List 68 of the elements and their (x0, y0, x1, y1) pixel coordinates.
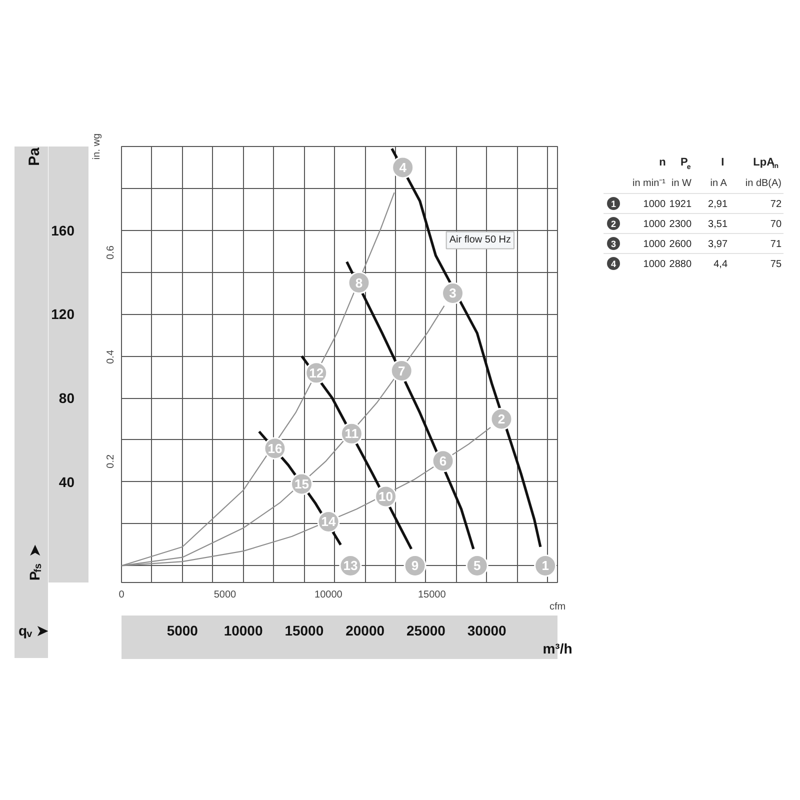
annotation: 5 (474, 558, 481, 574)
line-series (346, 260, 475, 550)
annotation: 9 (411, 558, 419, 574)
y2-tick-label: 0.6 (106, 245, 116, 260)
annotation: 15 (294, 476, 309, 492)
x-tick-label: 25000 (406, 622, 446, 638)
text: 1000 (643, 239, 666, 250)
x-tick-label: 30000 (467, 622, 507, 638)
text: 1000 (643, 199, 666, 210)
annotation: 16 (268, 440, 282, 456)
y-tick-label: 1 (610, 199, 616, 209)
text: 2880 (669, 259, 692, 270)
text: 72 (770, 199, 782, 210)
text: 4,4 (714, 259, 728, 270)
text: 71 (770, 239, 782, 250)
y-tick-label: 80 (58, 390, 75, 406)
text: 3,97 (708, 239, 728, 250)
x-tick-label: 15000 (284, 622, 324, 638)
y-tick-label: 40 (58, 474, 75, 490)
x-tick-label: I (721, 156, 724, 168)
x-tick-label: 10000 (224, 622, 263, 638)
text: 2,91 (708, 199, 728, 210)
annotation: 13 (343, 558, 358, 574)
text: in W (672, 178, 692, 189)
text: 2600 (669, 239, 692, 250)
text: in dB(A) (745, 178, 782, 189)
text: 1921 (669, 199, 692, 210)
y-tick-label: 2 (610, 219, 616, 229)
y2-tick-label: 0.2 (106, 454, 116, 468)
y-tick-label: 120 (51, 306, 75, 322)
line-series (258, 430, 342, 546)
text: 2300 (669, 219, 692, 230)
annotation: 14 (321, 514, 337, 530)
annotation: 4 (399, 160, 408, 175)
annotation: 10 (378, 489, 394, 504)
x2-tick-label: 5000 (214, 590, 237, 600)
annotation: 7 (398, 363, 406, 378)
text: in min⁻¹ (632, 178, 666, 189)
y2-tick-label: 0.4 (106, 350, 116, 364)
x-tick-label: 20000 (346, 622, 385, 638)
y-tick-label: 3 (610, 239, 616, 249)
y2-axis-title: in. wg (92, 133, 102, 160)
annotation: 1 (542, 558, 549, 574)
y-tick-label: 4 (610, 259, 616, 269)
annotation: 8 (355, 275, 363, 290)
x-axis-title: m³/h (542, 640, 572, 656)
text: 1000 (643, 259, 666, 270)
x2-tick-label: 15000 (418, 590, 446, 600)
annotation: 3 (449, 286, 456, 301)
annotation: 11 (344, 426, 359, 442)
y-axis-title: Pa (26, 146, 43, 166)
text: Pfs ➤ (26, 544, 44, 580)
annotation: 12 (309, 365, 324, 380)
text: 75 (770, 259, 782, 270)
text: 70 (770, 219, 782, 230)
line-series (390, 147, 542, 548)
text: in A (710, 178, 728, 189)
y-tick-label: 160 (51, 222, 75, 238)
x-tick-label: n (659, 156, 666, 168)
text: 1000 (643, 219, 666, 230)
text: 3,51 (708, 219, 728, 230)
annotation: 6 (439, 453, 447, 468)
annotation: 2 (498, 412, 506, 426)
x2-tick-label: 0 (118, 590, 125, 600)
x2-tick-label: 10000 (314, 590, 343, 600)
annotation: Air flow 50 Hz (449, 234, 512, 246)
x2-axis-title: cfm (549, 602, 566, 612)
x-tick-label: 5000 (166, 622, 198, 638)
